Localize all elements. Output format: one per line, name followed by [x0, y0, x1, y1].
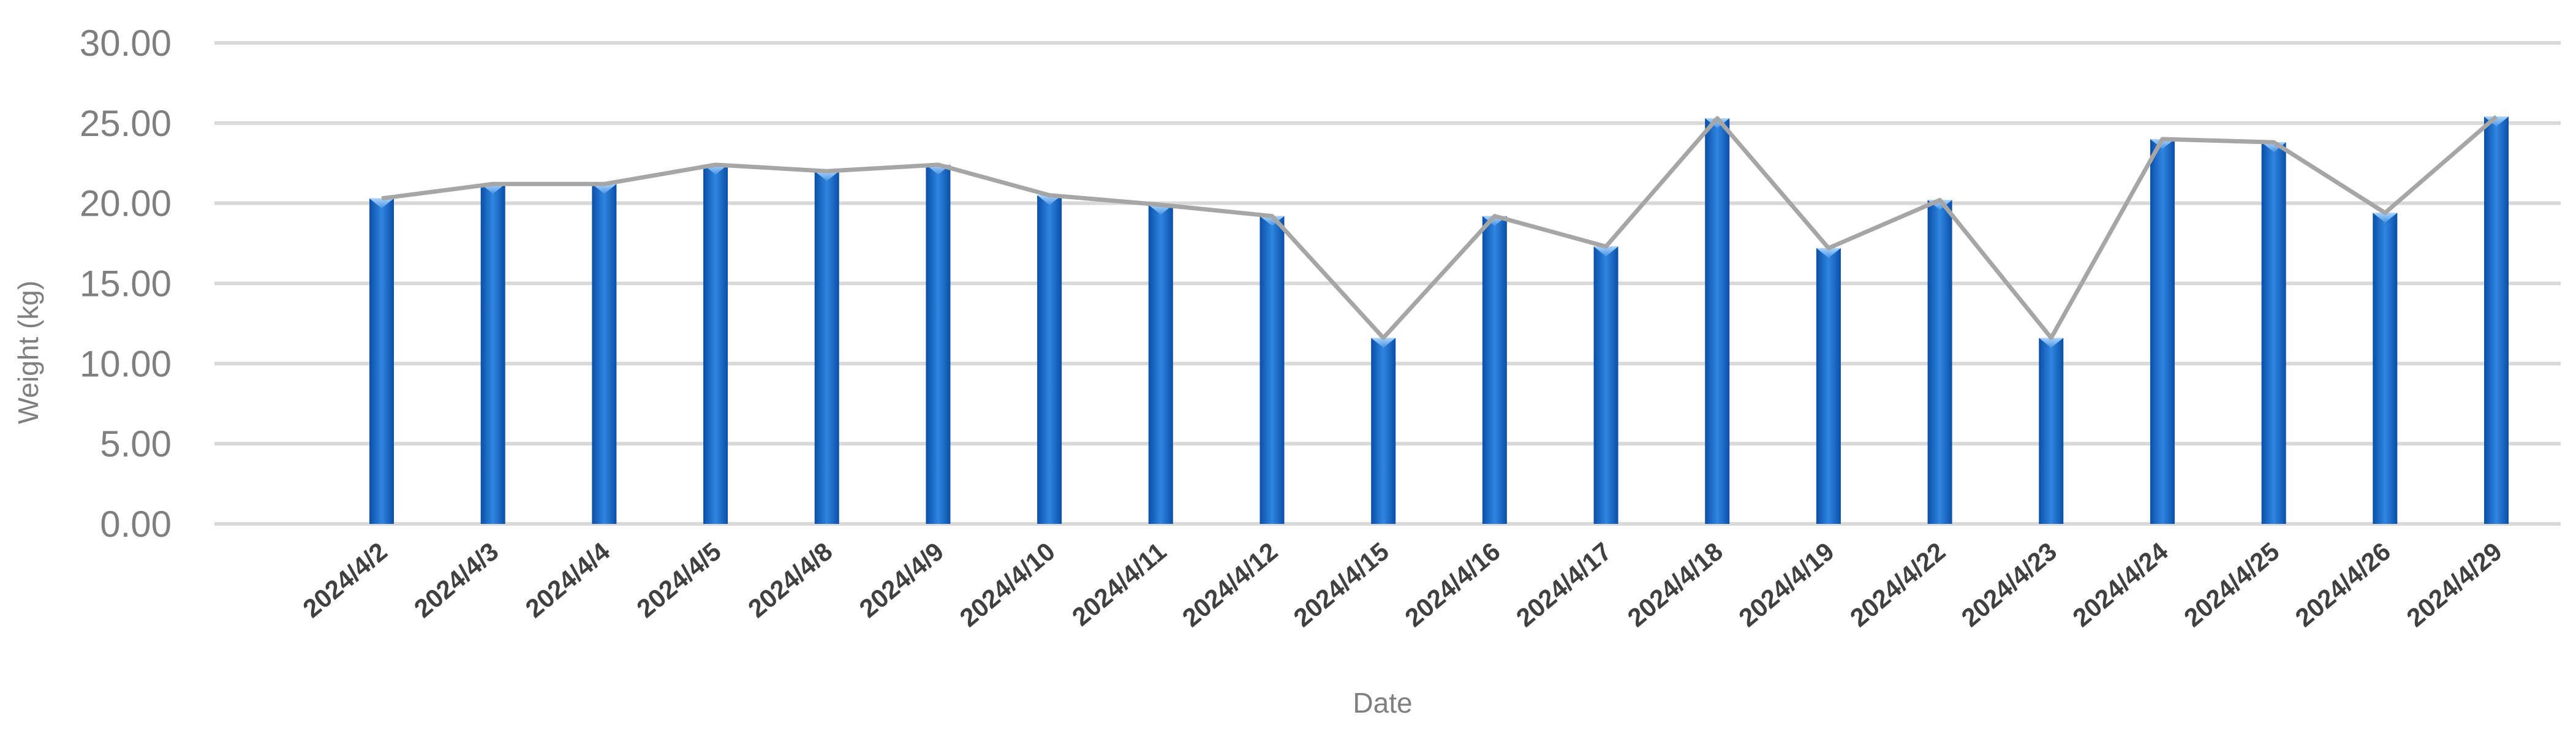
x-tick-label: 2024/4/17 — [1511, 537, 1617, 632]
x-axis-title: Date — [1353, 687, 1412, 719]
y-axis-ticks: 0.00 5.00 10.00 15.00 20.00 25.00 30.00 — [80, 23, 172, 545]
y-tick-label: 15.00 — [80, 263, 172, 305]
bar — [2261, 142, 2286, 524]
bar — [1927, 200, 1952, 524]
y-tick-label: 5.00 — [100, 423, 172, 464]
bar-cap — [1705, 118, 1730, 128]
bar — [926, 164, 951, 524]
bar-cap — [2039, 338, 2064, 348]
bar — [1482, 216, 1507, 524]
y-axis-title: Weight (kg) — [12, 281, 44, 424]
x-tick-label: 2024/4/19 — [1733, 537, 1839, 632]
series-line — [381, 115, 2498, 340]
x-axis-ticks: 2024/4/2 2024/4/3 2024/4/4 2024/4/5 2024/4/8… — [297, 536, 2507, 632]
bar-cap — [1816, 248, 1841, 258]
x-tick-label: 2024/4/22 — [1845, 537, 1951, 632]
x-tick-label: 2024/4/12 — [1177, 537, 1283, 632]
y-tick-label: 20.00 — [80, 183, 172, 224]
bar-cap — [814, 171, 839, 181]
y-tick-label: 10.00 — [80, 343, 172, 384]
bar — [814, 171, 839, 524]
bar-cap — [369, 198, 394, 208]
bar — [1260, 216, 1285, 524]
bar — [1593, 246, 1618, 524]
bar-cap — [1371, 338, 1396, 348]
x-tick-label: 2024/4/8 — [742, 537, 837, 623]
x-tick-label: 2024/4/3 — [409, 537, 504, 623]
x-tick-label: 2024/4/10 — [954, 537, 1060, 632]
bar — [2484, 116, 2509, 524]
x-tick-label: 2024/4/18 — [1622, 537, 1728, 632]
bar-cap — [2150, 139, 2175, 149]
x-tick-label: 2024/4/9 — [854, 537, 949, 623]
x-tick-label: 2024/4/5 — [631, 537, 726, 623]
bar — [2373, 213, 2398, 524]
y-tick-label: 25.00 — [80, 103, 172, 144]
bars — [369, 116, 2509, 525]
bar-cap — [592, 184, 617, 194]
x-tick-label: 2024/4/2 — [297, 537, 392, 623]
bar-cap — [2484, 116, 2509, 127]
bar — [2150, 139, 2175, 524]
x-tick-label: 2024/4/11 — [1067, 537, 1172, 632]
bar-cap — [1260, 216, 1285, 226]
bar — [369, 198, 394, 525]
bar — [592, 184, 617, 524]
x-tick-label: 2024/4/16 — [1399, 537, 1505, 632]
x-tick-label: 2024/4/26 — [2290, 537, 2396, 632]
bar-cap — [2373, 213, 2398, 223]
bar — [1816, 248, 1841, 524]
bar — [2039, 338, 2064, 524]
trend-line — [381, 115, 2498, 340]
x-tick-label: 2024/4/15 — [1288, 537, 1394, 632]
y-tick-label: 30.00 — [80, 23, 172, 64]
x-tick-label: 2024/4/24 — [2067, 536, 2174, 632]
y-tick-label: 0.00 — [100, 504, 172, 545]
x-tick-label: 2024/4/23 — [1956, 537, 2062, 632]
bar — [703, 164, 728, 524]
x-tick-label: 2024/4/4 — [520, 536, 616, 623]
bar — [1705, 118, 1730, 524]
bar — [480, 184, 505, 524]
x-tick-label: 2024/4/25 — [2178, 537, 2284, 632]
bar-cap — [1593, 246, 1618, 257]
bar — [1037, 195, 1062, 524]
bar — [1371, 338, 1396, 524]
bar — [1148, 205, 1173, 524]
x-tick-label: 2024/4/29 — [2401, 537, 2507, 632]
